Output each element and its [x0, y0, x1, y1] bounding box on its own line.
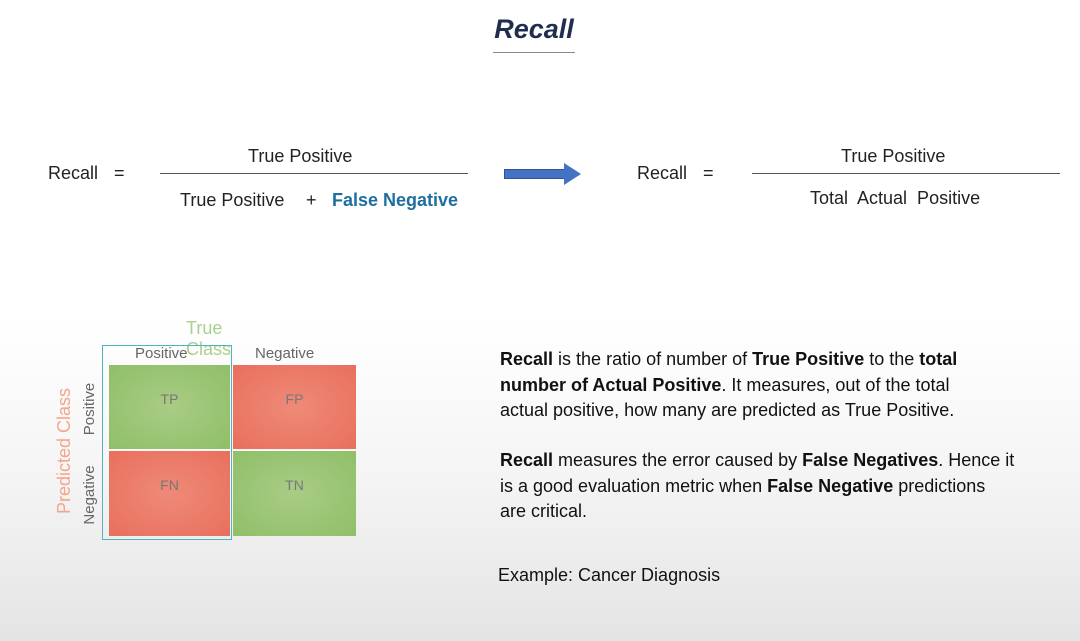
formula-left-denominator-a: True Positive	[180, 190, 285, 210]
cell-false-negative: FN	[109, 451, 230, 536]
right-arrow-head-icon	[564, 163, 581, 185]
formula-right-equals: =	[703, 163, 714, 183]
row-label-negative: Negative	[81, 465, 98, 525]
formula-right-numerator: True Positive	[841, 146, 946, 166]
cell-true-positive: TP	[109, 365, 230, 449]
cell-fp-label: FP	[285, 391, 304, 407]
cell-tn-label: TN	[285, 477, 304, 493]
cell-tp-label: TP	[160, 391, 179, 407]
true-class-label: True Class	[186, 318, 232, 359]
example-text: Example: Cancer Diagnosis	[498, 565, 721, 585]
formula-left-plus: +	[306, 190, 317, 210]
recall-error-explanation: Recall measures the error caused by Fals…	[500, 448, 1060, 525]
formula-left-lhs: Recall	[48, 163, 99, 183]
formula-right-lhs: Recall	[637, 163, 688, 183]
column-label-negative: Negative	[255, 345, 315, 362]
cell-false-positive: FP	[233, 365, 356, 449]
formula-left-fraction-bar	[160, 173, 468, 174]
explanation-line-2: is a good evaluation metric when False N…	[500, 475, 986, 496]
positive-column-highlight	[102, 345, 232, 540]
formula-left-numerator: True Positive	[248, 146, 353, 166]
formula-right-denominator: Total Actual Positive	[810, 188, 981, 208]
right-arrow-icon	[504, 169, 566, 179]
predicted-class-label: Predicted Class	[54, 387, 74, 515]
formula-left-denominator-b: False Negative	[332, 190, 459, 210]
explanation-line-3: are critical.	[500, 501, 588, 521]
definition-line-2: number of Actual Positive. It measures, …	[500, 374, 950, 395]
definition-line-1: Recall is the ratio of number of True Po…	[500, 349, 958, 369]
title-underline	[493, 52, 575, 53]
row-label-positive: Positive	[81, 382, 98, 436]
formula-right-fraction-bar	[752, 173, 1060, 174]
cell-true-negative: TN	[233, 451, 356, 536]
column-label-positive: Positive	[135, 345, 188, 362]
cell-fn-label: FN	[160, 477, 179, 493]
formula-left-equals: =	[114, 163, 125, 183]
definition-line-3: actual positive, how many are predicted …	[500, 400, 955, 420]
recall-definition: Recall is the ratio of number of True Po…	[500, 347, 1060, 424]
page-title: Recall	[494, 14, 574, 44]
explanation-line-1: Recall measures the error caused by Fals…	[500, 450, 1015, 470]
